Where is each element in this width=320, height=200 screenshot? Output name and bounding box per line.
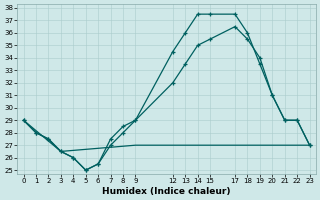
- X-axis label: Humidex (Indice chaleur): Humidex (Indice chaleur): [102, 187, 231, 196]
